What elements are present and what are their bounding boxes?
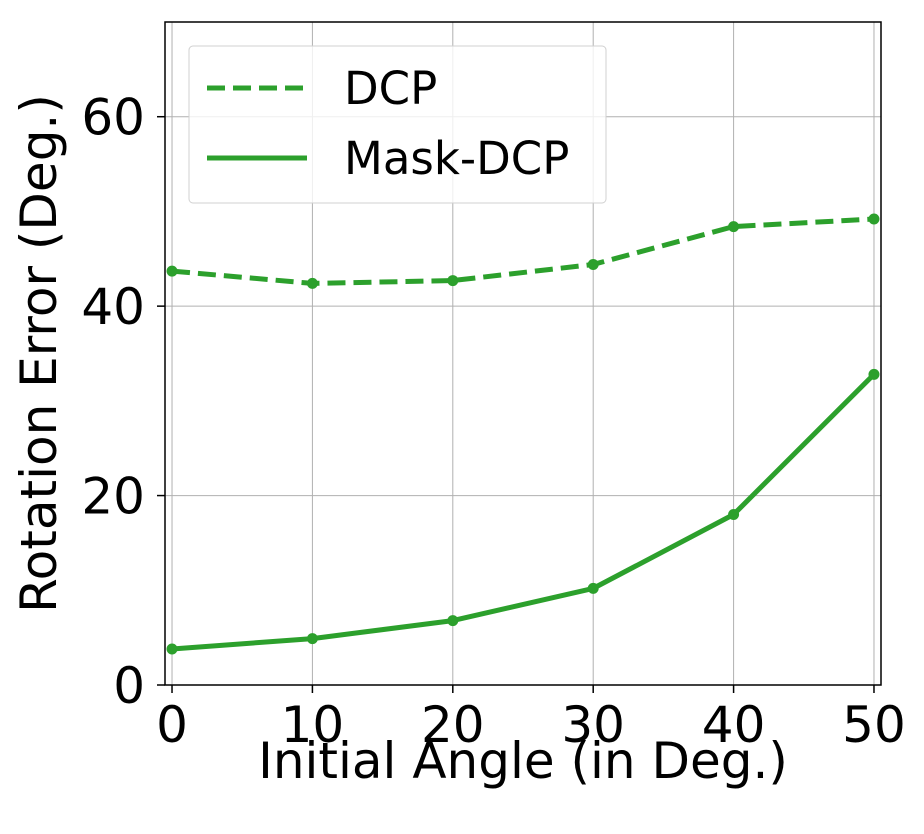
y-tick-label: 0	[113, 657, 145, 715]
data-point-dcp	[587, 258, 599, 270]
data-point-mask-dcp	[587, 582, 599, 594]
data-point-dcp	[447, 275, 459, 287]
x-tick-label: 0	[156, 696, 188, 754]
data-point-dcp	[306, 277, 318, 289]
data-point-mask-dcp	[306, 633, 318, 645]
x-tick-label: 40	[702, 696, 766, 754]
x-axis-title: Initial Angle (in Deg.)	[258, 732, 788, 790]
legend-box	[188, 45, 607, 204]
series-layer	[166, 213, 880, 655]
data-point-dcp	[728, 221, 740, 233]
y-axis-title: Rotation Error (Deg.)	[10, 94, 68, 613]
data-point-mask-dcp	[728, 509, 740, 521]
legend-label-dcp: DCP	[344, 62, 437, 115]
legend: DCP Mask-DCP	[188, 45, 607, 204]
legend-label-mask-dcp: Mask-DCP	[344, 132, 569, 185]
data-point-dcp	[868, 213, 880, 225]
data-point-mask-dcp	[447, 615, 459, 627]
series-line-dcp	[171, 216, 875, 286]
x-tick-label: 30	[561, 696, 625, 754]
data-point-dcp	[166, 265, 178, 277]
x-tick-label: 50	[842, 696, 906, 754]
plot-frame	[164, 21, 882, 686]
data-point-mask-dcp	[166, 643, 178, 655]
x-tick-label: 20	[421, 696, 485, 754]
axis-ticks: 0 10 20 30 40 50 0 20 40 60	[81, 89, 905, 754]
series-line-mask-dcp	[171, 372, 876, 652]
y-tick-label: 20	[81, 468, 145, 526]
y-tick-label: 40	[81, 278, 145, 336]
x-tick-label: 10	[281, 696, 345, 754]
y-tick-label: 60	[81, 89, 145, 147]
data-point-mask-dcp	[868, 368, 880, 380]
